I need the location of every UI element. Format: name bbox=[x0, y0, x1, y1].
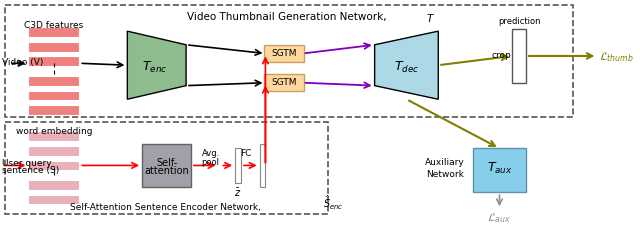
Text: $\mathcal{L}_{thumb}$: $\mathcal{L}_{thumb}$ bbox=[600, 50, 634, 64]
Text: User query: User query bbox=[2, 159, 52, 168]
Text: $\hat{S}_{enc}$: $\hat{S}_{enc}$ bbox=[323, 194, 344, 212]
FancyBboxPatch shape bbox=[28, 160, 79, 170]
Text: word embedding: word embedding bbox=[15, 126, 92, 136]
FancyBboxPatch shape bbox=[512, 29, 526, 83]
Text: Video Thumbnail Generation Network,: Video Thumbnail Generation Network, bbox=[188, 12, 390, 22]
FancyBboxPatch shape bbox=[28, 76, 79, 86]
Polygon shape bbox=[127, 31, 186, 99]
Text: sentence (S): sentence (S) bbox=[2, 166, 60, 175]
FancyBboxPatch shape bbox=[28, 105, 79, 115]
Text: $T$: $T$ bbox=[426, 12, 435, 24]
Text: prediction: prediction bbox=[498, 17, 540, 26]
Text: $\bar{z}$: $\bar{z}$ bbox=[234, 187, 242, 199]
FancyBboxPatch shape bbox=[28, 195, 79, 204]
Text: Self-Attention Sentence Encoder Network,: Self-Attention Sentence Encoder Network, bbox=[70, 203, 264, 212]
FancyBboxPatch shape bbox=[28, 131, 79, 141]
FancyBboxPatch shape bbox=[142, 143, 191, 187]
Text: Self-: Self- bbox=[156, 158, 177, 168]
Text: C3D features: C3D features bbox=[24, 21, 83, 30]
Text: Avg.: Avg. bbox=[202, 149, 220, 158]
Polygon shape bbox=[374, 31, 438, 99]
Text: $T_{dec}$: $T_{dec}$ bbox=[394, 60, 419, 75]
Text: crop: crop bbox=[492, 51, 511, 60]
Text: attention: attention bbox=[144, 166, 189, 176]
FancyBboxPatch shape bbox=[28, 146, 79, 156]
Text: $T_{aux}$: $T_{aux}$ bbox=[486, 161, 513, 176]
Text: $T_{enc}$: $T_{enc}$ bbox=[142, 60, 168, 75]
FancyBboxPatch shape bbox=[28, 42, 79, 52]
Text: pool: pool bbox=[202, 158, 220, 167]
FancyBboxPatch shape bbox=[260, 144, 266, 187]
FancyBboxPatch shape bbox=[264, 74, 303, 91]
Text: SGTM: SGTM bbox=[271, 49, 297, 58]
Text: Network: Network bbox=[426, 170, 464, 179]
Text: Auxiliary: Auxiliary bbox=[425, 158, 465, 167]
Text: Video (V): Video (V) bbox=[2, 58, 44, 67]
FancyBboxPatch shape bbox=[28, 91, 79, 100]
Text: FC: FC bbox=[240, 149, 252, 158]
FancyBboxPatch shape bbox=[264, 45, 303, 62]
FancyBboxPatch shape bbox=[28, 27, 79, 37]
Text: SGTM: SGTM bbox=[271, 78, 297, 87]
Text: $\mathcal{L}_{aux}$: $\mathcal{L}_{aux}$ bbox=[488, 211, 511, 225]
FancyBboxPatch shape bbox=[28, 180, 79, 190]
FancyBboxPatch shape bbox=[472, 148, 527, 192]
FancyBboxPatch shape bbox=[235, 148, 241, 183]
FancyBboxPatch shape bbox=[28, 57, 79, 66]
